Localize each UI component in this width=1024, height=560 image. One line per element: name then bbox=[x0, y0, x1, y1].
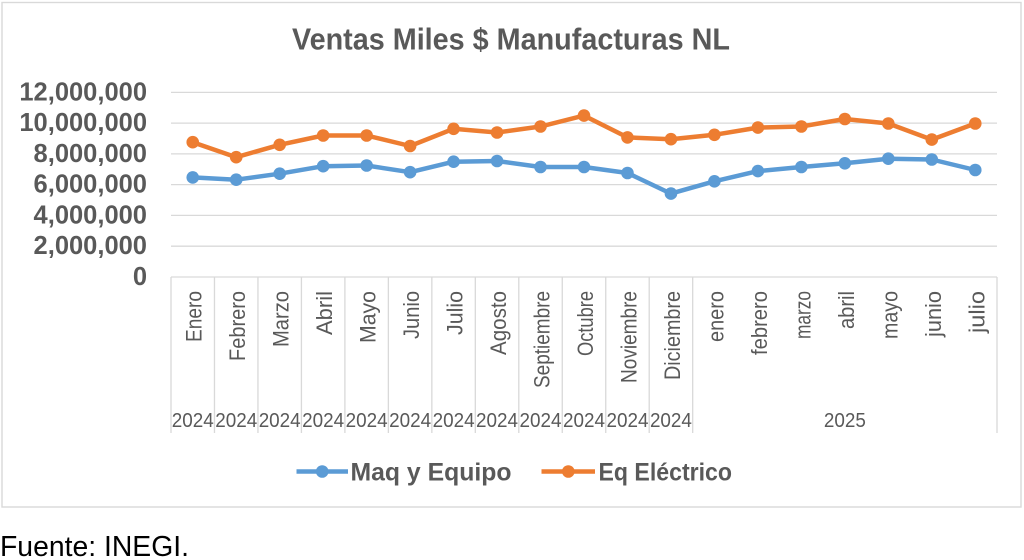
svg-text:4,000,000: 4,000,000 bbox=[34, 201, 147, 229]
svg-text:Fuente: INEGI.: Fuente: INEGI. bbox=[0, 531, 189, 560]
svg-text:2024: 2024 bbox=[606, 410, 648, 432]
svg-text:Mayo: Mayo bbox=[356, 291, 381, 343]
svg-text:2024: 2024 bbox=[346, 410, 388, 432]
svg-text:abril: abril bbox=[834, 291, 859, 329]
svg-text:12,000,000: 12,000,000 bbox=[19, 78, 147, 106]
svg-text:Eq Eléctrico: Eq Eléctrico bbox=[599, 459, 733, 487]
svg-text:2024: 2024 bbox=[520, 410, 562, 432]
svg-text:Diciembre: Diciembre bbox=[660, 291, 685, 380]
svg-text:Febrero: Febrero bbox=[225, 291, 250, 361]
svg-text:10,000,000: 10,000,000 bbox=[19, 109, 147, 137]
svg-text:Agosto: Agosto bbox=[486, 291, 511, 355]
svg-text:2024: 2024 bbox=[172, 410, 214, 432]
svg-text:Noviembre: Noviembre bbox=[616, 291, 641, 383]
svg-text:febrero: febrero bbox=[747, 291, 772, 355]
svg-text:julio: julio bbox=[964, 291, 989, 334]
svg-text:marzo: marzo bbox=[790, 291, 815, 339]
svg-text:Junio: Junio bbox=[399, 291, 424, 339]
svg-text:0: 0 bbox=[133, 263, 147, 291]
svg-text:junio: junio bbox=[921, 291, 946, 338]
svg-text:2024: 2024 bbox=[259, 410, 301, 432]
svg-text:enero: enero bbox=[703, 291, 728, 342]
svg-text:2024: 2024 bbox=[650, 410, 692, 432]
svg-text:2,000,000: 2,000,000 bbox=[34, 232, 147, 260]
svg-text:Marzo: Marzo bbox=[269, 291, 294, 347]
svg-text:Julio: Julio bbox=[443, 291, 468, 335]
svg-text:2024: 2024 bbox=[389, 410, 431, 432]
svg-text:2024: 2024 bbox=[215, 410, 257, 432]
svg-text:Octubre: Octubre bbox=[573, 291, 598, 356]
svg-text:8,000,000: 8,000,000 bbox=[34, 140, 147, 168]
svg-text:2025: 2025 bbox=[824, 410, 866, 432]
svg-text:Enero: Enero bbox=[182, 291, 207, 342]
svg-text:Abril: Abril bbox=[312, 291, 337, 335]
svg-text:mayo: mayo bbox=[877, 291, 902, 339]
svg-text:Septiembre: Septiembre bbox=[530, 291, 555, 388]
svg-text:2024: 2024 bbox=[433, 410, 475, 432]
svg-text:Maq y Equipo: Maq y Equipo bbox=[351, 459, 512, 487]
svg-text:Ventas Miles $ Manufacturas NL: Ventas Miles $ Manufacturas NL bbox=[292, 23, 730, 57]
svg-text:6,000,000: 6,000,000 bbox=[34, 171, 147, 199]
svg-text:2024: 2024 bbox=[563, 410, 605, 432]
svg-text:2024: 2024 bbox=[476, 410, 518, 432]
svg-text:2024: 2024 bbox=[302, 410, 344, 432]
